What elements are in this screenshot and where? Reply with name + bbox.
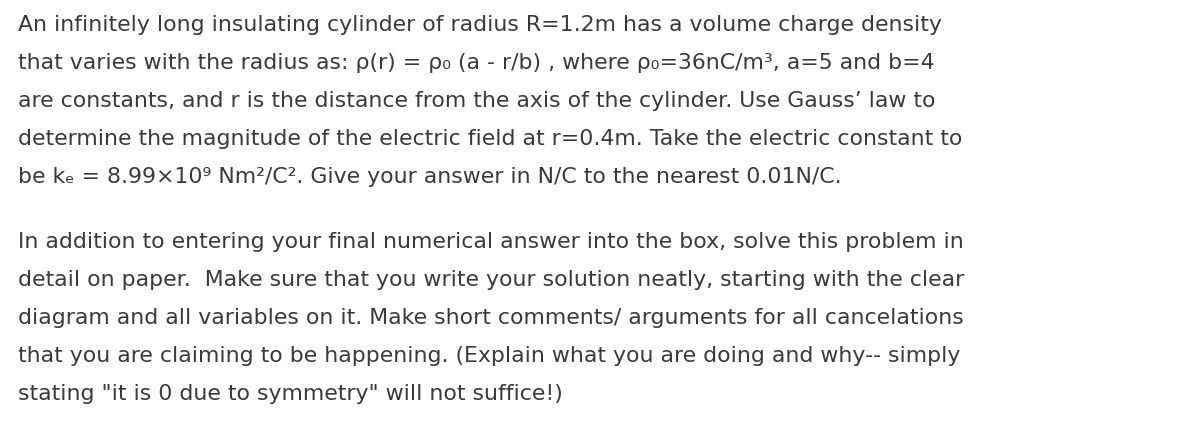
Text: stating "it is 0 due to symmetry" will not suffice!): stating "it is 0 due to symmetry" will n… [18, 384, 563, 404]
Text: that you are claiming to be happening. (Explain what you are doing and why-- sim: that you are claiming to be happening. (… [18, 346, 960, 366]
Text: be kₑ = 8.99×10⁹ Nm²/C². Give your answer in N/C to the nearest 0.01N/C.: be kₑ = 8.99×10⁹ Nm²/C². Give your answe… [18, 167, 841, 187]
Text: detail on paper.  Make sure that you write your solution neatly, starting with t: detail on paper. Make sure that you writ… [18, 270, 965, 290]
Text: that varies with the radius as: ρ(r) = ρ₀ (a - r/b) , where ρ₀=36nC/m³, a=5 and : that varies with the radius as: ρ(r) = ρ… [18, 53, 935, 73]
Text: determine the magnitude of the electric field at r=0.4m. Take the electric const: determine the magnitude of the electric … [18, 129, 962, 149]
Text: An infinitely long insulating cylinder of radius R=1.2m has a volume charge dens: An infinitely long insulating cylinder o… [18, 15, 942, 35]
Text: are constants, and r is the distance from the axis of the cylinder. Use Gauss’ l: are constants, and r is the distance fro… [18, 91, 936, 111]
Text: diagram and all variables on it. Make short comments/ arguments for all cancelat: diagram and all variables on it. Make sh… [18, 308, 964, 328]
Text: In addition to entering your final numerical answer into the box, solve this pro: In addition to entering your final numer… [18, 232, 964, 252]
